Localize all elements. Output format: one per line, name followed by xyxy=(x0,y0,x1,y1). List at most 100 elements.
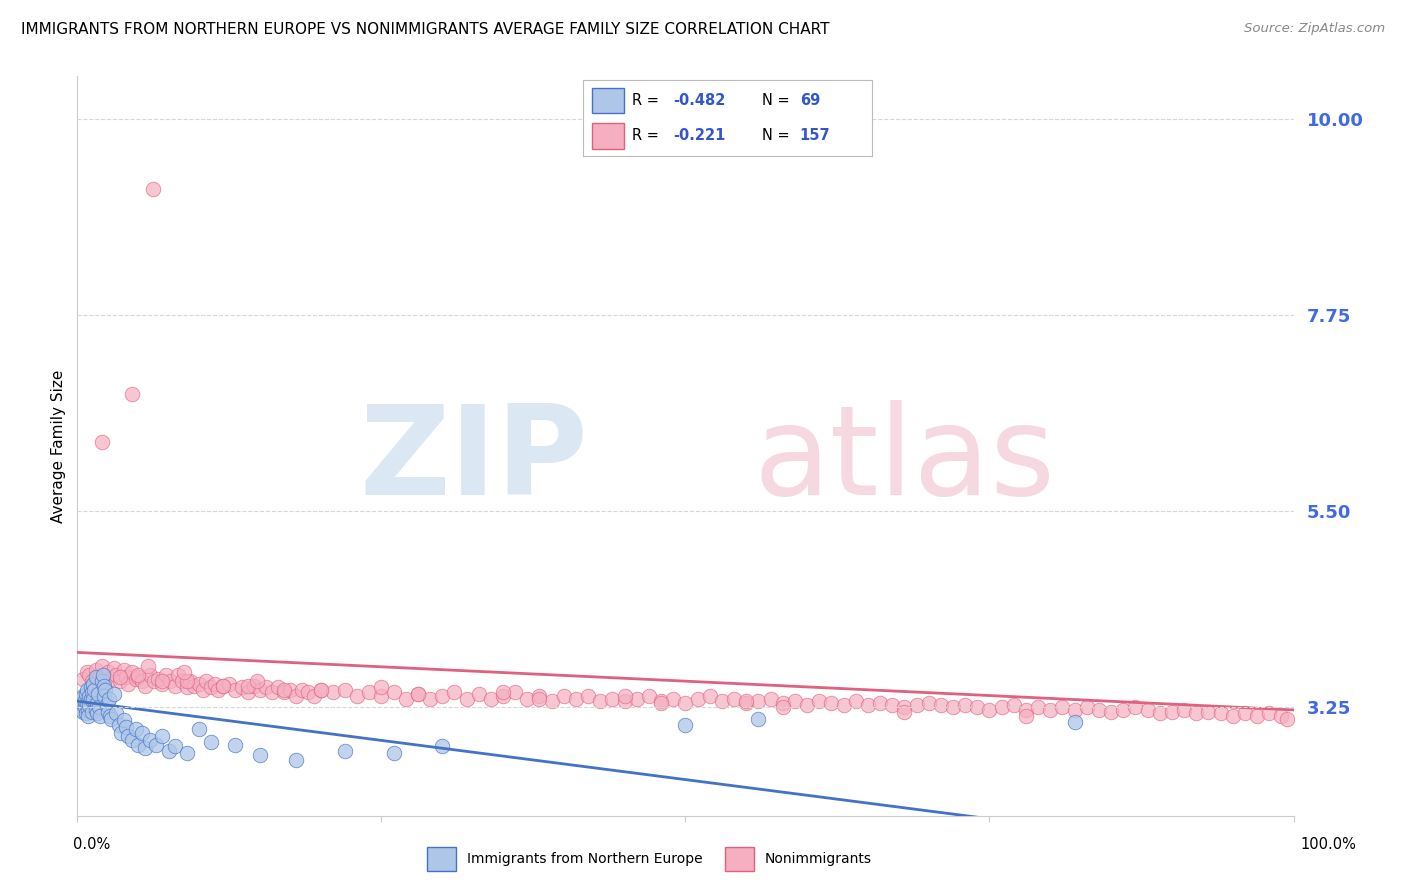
Point xyxy=(1063,715,1085,730)
Y-axis label: Average Family Size: Average Family Size xyxy=(51,369,66,523)
Point xyxy=(84,670,107,684)
Point xyxy=(121,665,143,680)
Point xyxy=(89,709,111,723)
Point xyxy=(218,677,240,691)
Point xyxy=(979,703,1001,717)
Point xyxy=(105,668,128,682)
Point xyxy=(179,674,201,689)
Text: atlas: atlas xyxy=(754,401,1056,521)
Text: Source: ZipAtlas.com: Source: ZipAtlas.com xyxy=(1244,22,1385,36)
Point xyxy=(87,687,110,701)
Point xyxy=(1209,706,1232,721)
Point xyxy=(1233,706,1256,721)
Point xyxy=(267,680,290,694)
Point xyxy=(80,691,103,706)
Point xyxy=(1222,709,1244,723)
Point xyxy=(117,729,139,743)
Point xyxy=(808,694,831,708)
Point xyxy=(236,679,259,693)
Point xyxy=(97,705,120,719)
Point xyxy=(467,687,489,701)
Point xyxy=(953,698,976,712)
Point xyxy=(529,691,551,706)
Point xyxy=(1002,698,1025,712)
Point xyxy=(1173,703,1195,717)
Text: Immigrants from Northern Europe: Immigrants from Northern Europe xyxy=(467,852,703,866)
Point xyxy=(145,738,167,752)
Point xyxy=(273,685,295,699)
Text: ZIP: ZIP xyxy=(360,401,588,521)
Point xyxy=(1136,703,1159,717)
Point xyxy=(83,682,105,697)
Point xyxy=(382,685,405,699)
Point xyxy=(492,689,515,703)
Point xyxy=(195,674,218,689)
Point xyxy=(456,691,478,706)
Point xyxy=(686,691,709,706)
Point xyxy=(72,689,94,703)
Text: -0.482: -0.482 xyxy=(673,94,725,108)
Point xyxy=(73,700,96,714)
Point xyxy=(204,677,226,691)
Point xyxy=(93,689,115,703)
Point xyxy=(783,694,806,708)
Point xyxy=(84,703,107,717)
Point xyxy=(103,687,125,701)
Point xyxy=(80,674,103,689)
Point xyxy=(105,706,128,721)
Point xyxy=(346,689,368,703)
Point xyxy=(856,698,879,712)
Point xyxy=(626,691,648,706)
Point xyxy=(76,665,98,680)
Point xyxy=(136,659,159,673)
Point xyxy=(73,694,96,708)
Point xyxy=(905,698,928,712)
Point xyxy=(832,698,855,712)
Point xyxy=(430,739,453,754)
Point xyxy=(77,709,100,723)
Point xyxy=(121,386,143,401)
Point xyxy=(224,682,246,697)
Point xyxy=(613,689,636,703)
Point xyxy=(96,698,118,712)
Point xyxy=(406,687,429,701)
Point xyxy=(75,706,97,721)
Point xyxy=(155,668,177,682)
Point xyxy=(90,434,112,449)
Point xyxy=(382,747,405,761)
Point xyxy=(79,668,101,682)
Point xyxy=(529,689,551,703)
Text: 100.0%: 100.0% xyxy=(1301,838,1357,852)
Point xyxy=(80,685,103,699)
Point xyxy=(163,679,186,693)
Point xyxy=(157,744,180,758)
Point xyxy=(990,700,1012,714)
Point xyxy=(70,703,93,717)
Point xyxy=(309,682,332,697)
Point xyxy=(1052,700,1074,714)
Point xyxy=(80,680,103,694)
Point xyxy=(70,691,93,706)
Text: R =: R = xyxy=(633,128,659,143)
Point xyxy=(260,685,283,699)
Point xyxy=(89,700,111,714)
Point xyxy=(772,696,794,710)
Point xyxy=(662,691,685,706)
Text: -0.221: -0.221 xyxy=(673,128,725,143)
Point xyxy=(69,698,91,712)
Point xyxy=(236,685,259,699)
Text: N =: N = xyxy=(762,128,790,143)
Point xyxy=(110,726,132,740)
Point xyxy=(735,694,758,708)
Point xyxy=(1063,703,1085,717)
Point xyxy=(304,689,326,703)
Point xyxy=(370,689,392,703)
Point xyxy=(139,668,162,682)
Point xyxy=(142,182,165,196)
Point xyxy=(285,753,308,767)
Point xyxy=(146,672,169,686)
Point xyxy=(170,674,193,689)
Point xyxy=(242,679,264,693)
Point xyxy=(1039,703,1062,717)
Point xyxy=(139,732,162,747)
